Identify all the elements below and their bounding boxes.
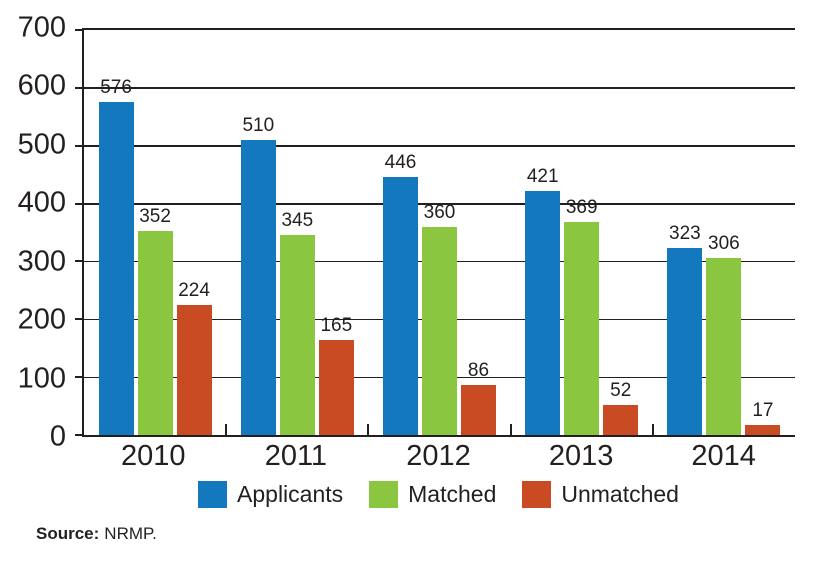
bar-value-label: 165 [320,314,353,336]
legend: Applicants Matched Unmatched [82,481,795,508]
bar-groups: 576 352 224 510 345 165 446 360 86 421 369 52 323 306… [84,30,795,435]
legend-item-matched: Matched [369,481,496,508]
bar-value-label: 360 [423,201,456,223]
bar-column-applicants-2013: 421 [525,30,561,435]
bar-value-label: 446 [384,151,417,173]
x-axis-tick-label: 2014 [691,440,756,472]
bar-column-unmatched-2010: 224 [176,30,212,435]
legend-item-unmatched: Unmatched [522,481,679,508]
y-axis-tick-label: 100 [17,362,66,395]
gridline [84,203,795,205]
bar-applicants-2013 [525,191,561,435]
y-axis-tick [75,144,83,147]
bar-column-matched-2014: 306 [706,30,742,435]
source-label: Source: [36,524,100,543]
bar-applicants-2010 [98,101,134,435]
bar-matched-2012 [422,226,457,435]
bar-applicants-2012 [383,176,418,435]
x-axis-tick [225,424,228,435]
bar-value-label: 323 [669,223,701,245]
bar-column-applicants-2010: 576 [98,30,134,435]
y-axis-tick [75,434,83,436]
bar-value-label: 576 [100,76,132,98]
source-note: Source: NRMP. [36,524,157,544]
plot-area: 576 352 224 510 345 165 446 360 86 421 369 52 323 306… [75,28,795,437]
bar-value-label: 17 [752,400,774,422]
bar-column-applicants-2014: 323 [667,30,703,435]
bar-applicants-2011 [240,139,276,435]
y-axis-tick-label: 600 [17,69,66,102]
bar-value-label: 224 [178,280,210,302]
bar-column-unmatched-2013: 52 [603,30,639,435]
bar-value-label: 369 [565,196,598,218]
x-axis-tick-label: 2012 [406,440,471,472]
bar-applicants-2014 [667,248,703,435]
x-axis-tick [367,424,370,435]
bar-unmatched-2014 [745,425,781,435]
bar-matched-2011 [279,235,315,435]
legend-label: Unmatched [561,481,679,507]
bar-column-applicants-2012: 446 [383,30,418,435]
legend-swatch-applicants [198,481,228,508]
bar-column-matched-2013: 369 [564,30,600,435]
bar-unmatched-2010 [176,305,212,435]
legend-label: Applicants [237,481,344,507]
bar-column-applicants-2011: 510 [240,30,276,435]
legend-swatch-matched [369,481,399,508]
bar-column-unmatched-2011: 165 [318,30,354,435]
bar-value-label: 306 [708,232,740,254]
bar-value-label: 421 [526,166,559,188]
x-axis-tick [651,424,654,435]
bar-value-label: 52 [610,379,632,401]
y-axis-tick [75,260,83,263]
y-axis-tick-label: 300 [17,245,66,278]
x-axis-tick-label: 2010 [121,440,186,472]
y-axis-tick-label: 400 [17,186,66,219]
legend-label: Matched [408,481,497,507]
bar-column-unmatched-2014: 17 [745,30,781,435]
y-axis-tick-label: 500 [17,128,66,161]
bar-matched-2010 [137,231,173,435]
gridline [84,145,795,147]
bar-matched-2014 [706,257,742,435]
y-axis-tick-label: 0 [49,420,66,453]
y-axis-tick [75,376,83,379]
bar-value-label: 352 [139,206,171,228]
legend-item-applicants: Applicants [198,481,343,508]
bar-unmatched-2012 [461,385,496,435]
bar-unmatched-2011 [318,339,354,435]
y-axis-tick [75,29,83,31]
legend-swatch-unmatched [522,481,552,508]
bar-column-unmatched-2012: 86 [461,30,496,435]
bar-column-matched-2011: 345 [279,30,315,435]
bar-group-2012: 446 360 86 [368,30,510,435]
bar-group-2014: 323 306 17 [653,30,795,435]
y-axis-tick [75,318,83,321]
bar-group-2011: 510 345 165 [226,30,368,435]
bar-group-2013: 421 369 52 [511,30,653,435]
x-axis-tick-label: 2013 [548,440,614,472]
bar-group-2010: 576 352 224 [84,30,226,435]
y-axis-labels: 0 100 200 300 400 500 600 700 [0,13,66,451]
bar-column-matched-2010: 352 [137,30,173,435]
bar-column-matched-2012: 360 [422,30,457,435]
y-axis-tick [75,202,83,205]
bar-unmatched-2013 [603,404,639,435]
bar-value-label: 510 [242,114,275,136]
source-text: NRMP. [104,524,157,543]
bar-matched-2013 [564,221,600,435]
x-axis-tick [509,424,512,435]
x-axis-tick-label: 2011 [264,440,328,472]
x-axis-labels: 2010 2011 2012 2013 2014 [82,442,795,471]
y-axis-tick [75,86,83,89]
gridline [84,87,795,89]
bar-value-label: 345 [281,210,314,232]
bar-value-label: 86 [467,360,490,382]
y-axis-tick-label: 200 [17,303,66,336]
y-axis-tick-label: 700 [17,11,66,44]
